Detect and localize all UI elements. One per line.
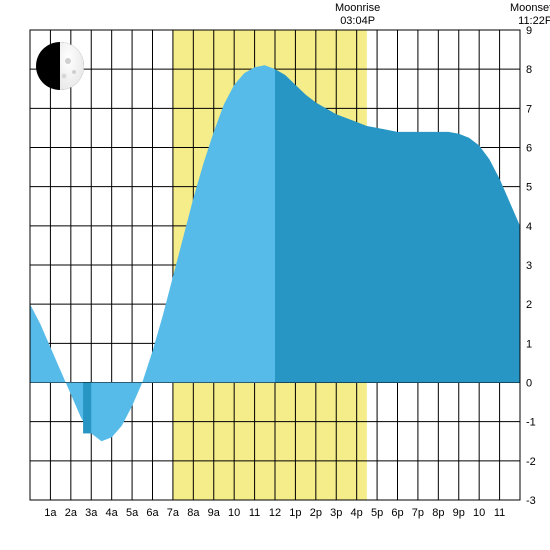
x-tick-label: 1a — [44, 507, 57, 519]
x-tick-label: 7p — [412, 507, 424, 519]
x-tick-label: 11 — [494, 507, 505, 519]
y-tick-label: 1 — [526, 338, 532, 350]
x-tick-label: 3a — [85, 507, 98, 519]
x-tick-label: 6p — [391, 507, 403, 519]
y-tick-label: 4 — [526, 221, 532, 233]
x-tick-label: 6a — [146, 507, 159, 519]
moonrise-header: Moonrise 03:04P — [335, 2, 380, 28]
moon-phase-icon — [36, 42, 84, 90]
x-tick-label: 12 — [269, 507, 281, 519]
y-tick-label: 6 — [526, 143, 532, 155]
moonset-time: 11:22P — [510, 15, 550, 28]
x-tick-label: 5a — [126, 507, 139, 519]
y-tick-label: 2 — [526, 299, 532, 311]
y-tick-label: 8 — [526, 64, 532, 76]
moonrise-time: 03:04P — [335, 15, 380, 28]
moonset-label: Moonset — [510, 2, 550, 15]
x-tick-label: 11 — [249, 507, 260, 519]
moonset-header: Moonset 11:22P — [510, 2, 550, 28]
tide-chart: -3-2-101234567891a2a3a4a5a6a7a8a9a101112… — [0, 0, 550, 550]
x-tick-label: 8a — [187, 507, 200, 519]
x-tick-label: 10 — [473, 507, 485, 519]
low-tide-marker — [83, 383, 91, 434]
y-tick-label: 5 — [526, 182, 532, 194]
x-tick-label: 7a — [167, 507, 180, 519]
x-tick-label: 2p — [310, 507, 322, 519]
x-tick-label: 10 — [228, 507, 240, 519]
x-tick-label: 1p — [289, 507, 301, 519]
y-tick-label: -1 — [526, 417, 536, 429]
x-tick-label: 2a — [65, 507, 78, 519]
x-tick-label: 4a — [106, 507, 119, 519]
x-tick-label: 5p — [371, 507, 383, 519]
moonrise-label: Moonrise — [335, 2, 380, 15]
y-tick-label: -3 — [526, 495, 536, 507]
x-tick-label: 3p — [330, 507, 342, 519]
chart-svg: -3-2-101234567891a2a3a4a5a6a7a8a9a101112… — [0, 0, 550, 550]
x-tick-label: 9a — [208, 507, 221, 519]
y-tick-label: 0 — [526, 378, 532, 390]
x-tick-label: 4p — [351, 507, 363, 519]
x-tick-label: 9p — [453, 507, 465, 519]
x-tick-label: 8p — [432, 507, 444, 519]
y-tick-label: -2 — [526, 456, 536, 468]
y-tick-label: 3 — [526, 260, 532, 272]
y-tick-label: 7 — [526, 103, 532, 115]
